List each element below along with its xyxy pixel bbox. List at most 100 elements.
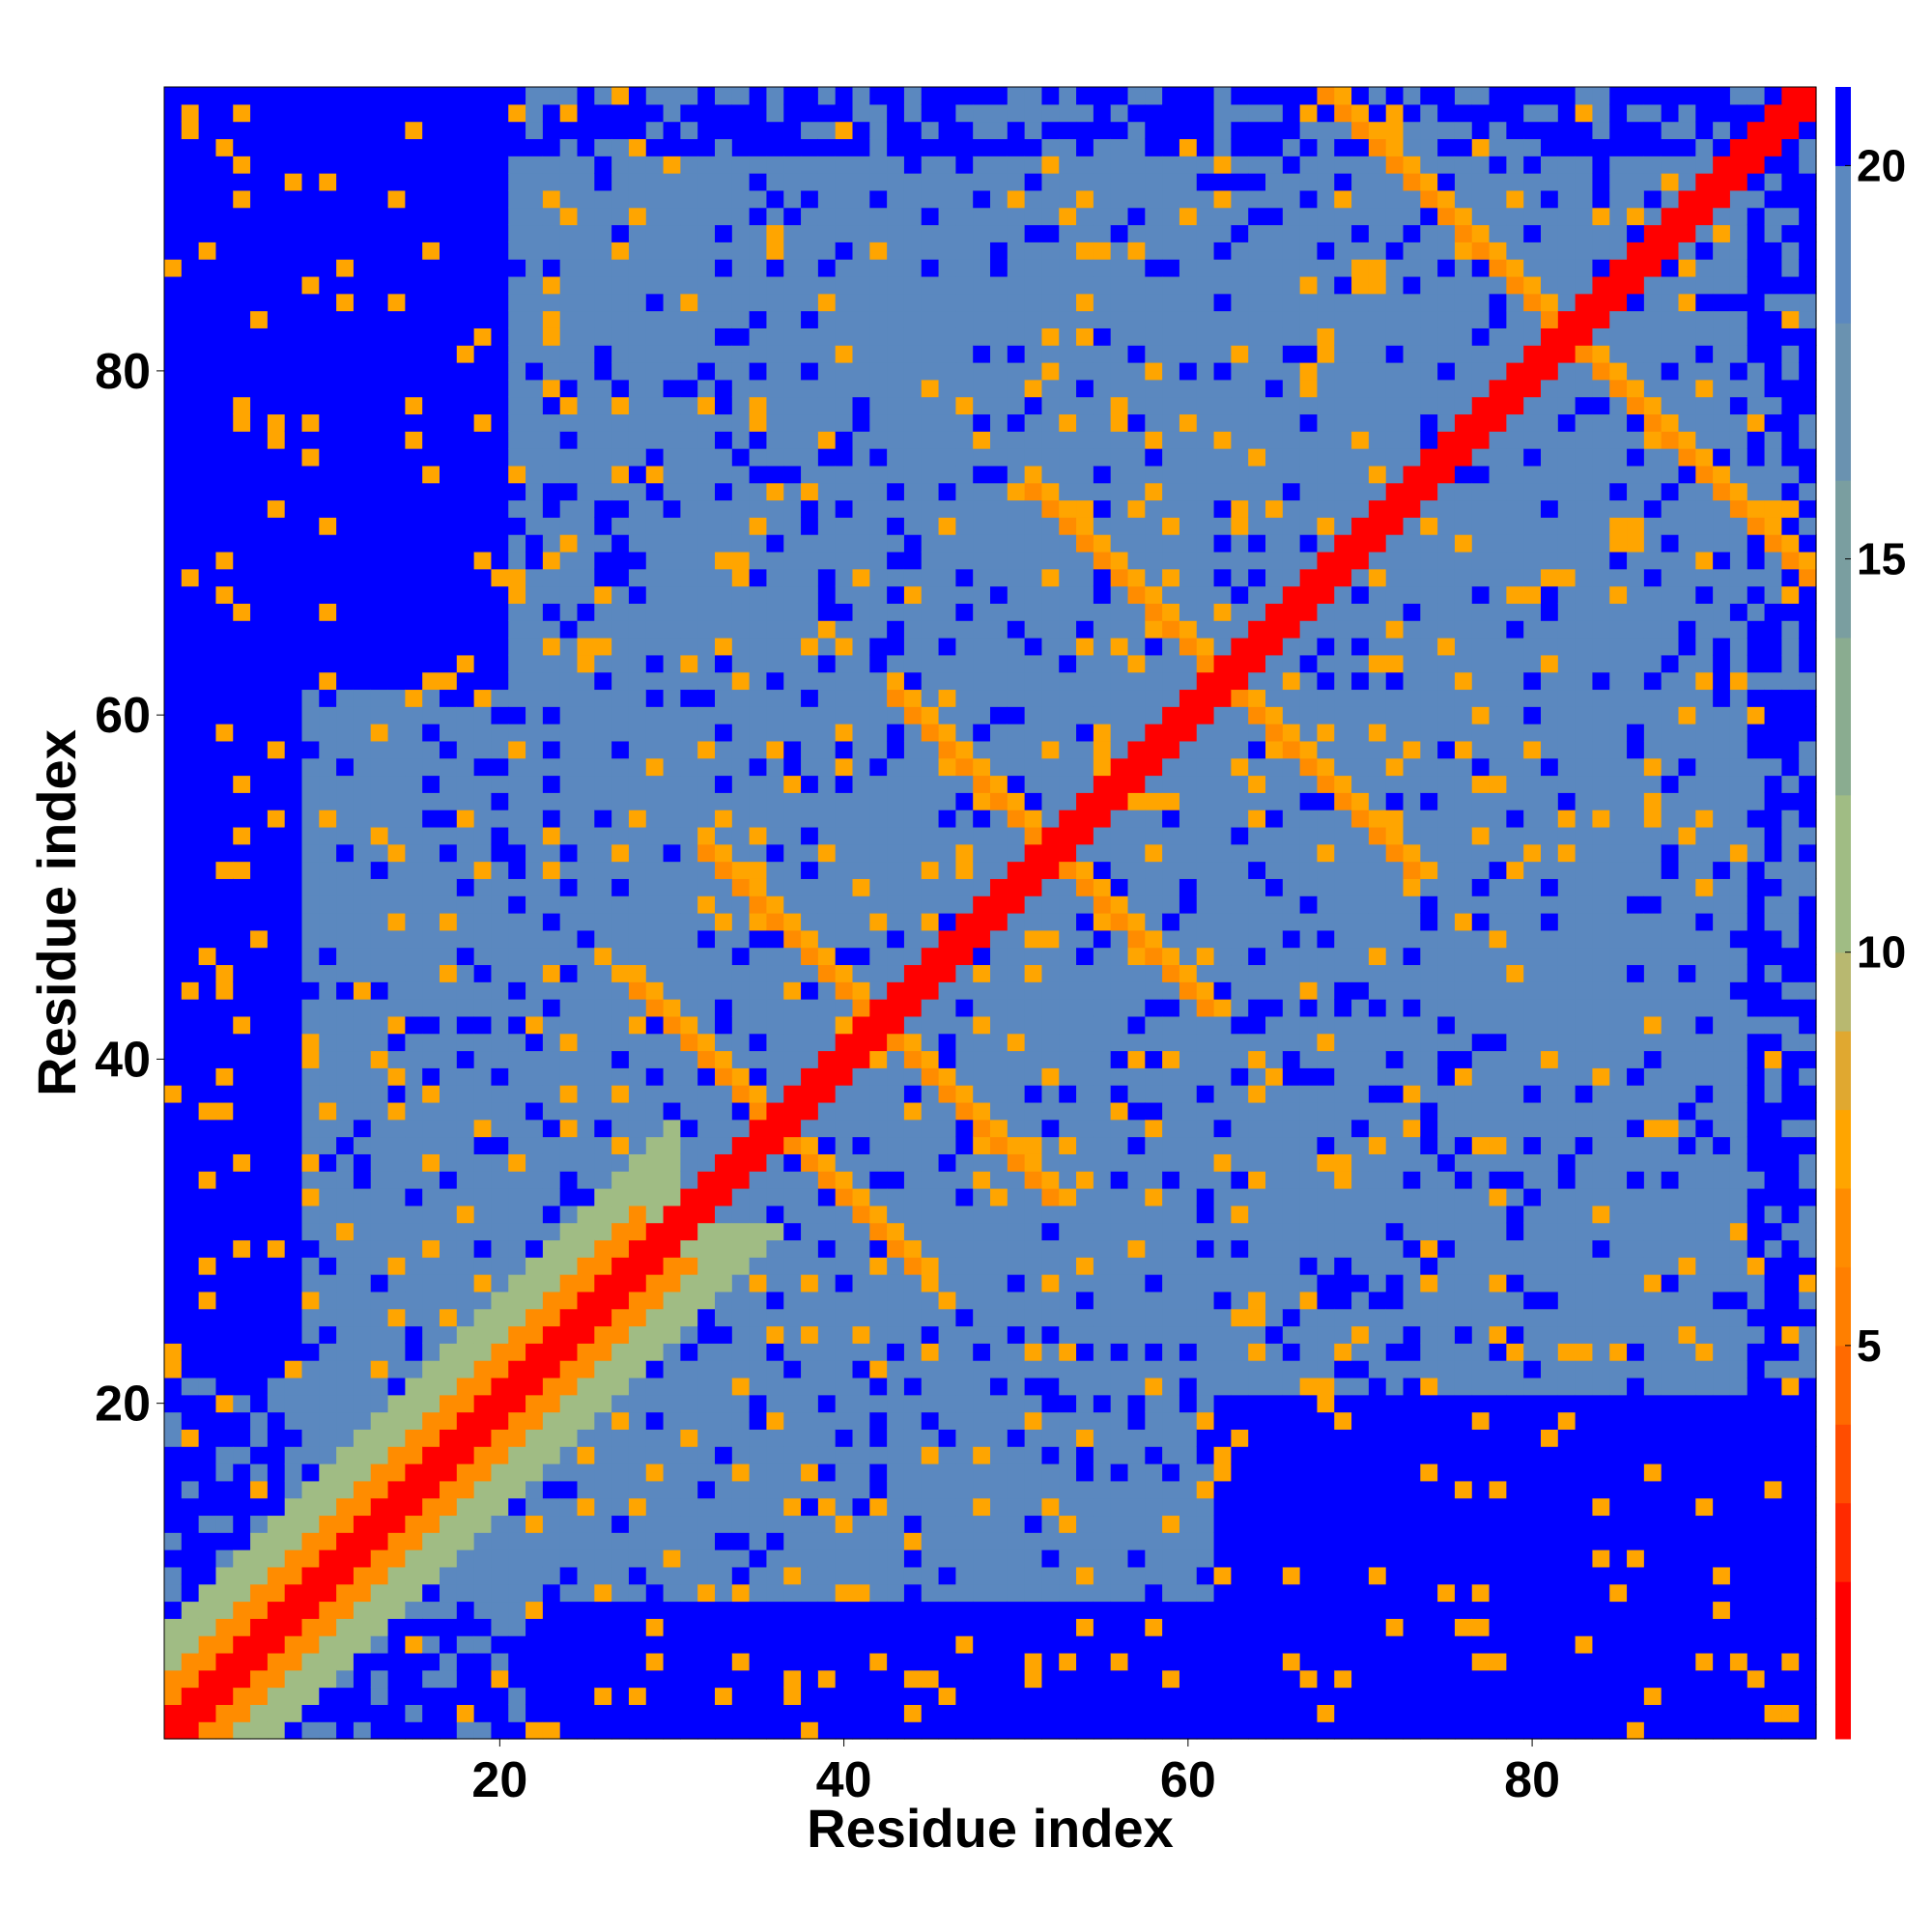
heatmap-cell	[594, 1549, 612, 1568]
heatmap-cell	[336, 1429, 355, 1447]
heatmap-cell	[198, 87, 217, 105]
heatmap-cell	[1041, 1291, 1060, 1310]
heatmap-cell	[1041, 1136, 1060, 1154]
heatmap-cell	[731, 173, 751, 191]
heatmap-cell	[852, 259, 870, 277]
heatmap-cell	[215, 396, 234, 415]
heatmap-cell	[663, 1136, 681, 1154]
heatmap-cell	[508, 792, 526, 810]
heatmap-cell	[198, 1119, 217, 1138]
heatmap-cell	[852, 1669, 870, 1689]
heatmap-cell	[663, 1411, 681, 1430]
heatmap-cell	[267, 1652, 286, 1671]
heatmap-cell	[801, 1222, 819, 1241]
heatmap-cell	[887, 1067, 905, 1086]
heatmap-cell	[370, 1222, 389, 1241]
heatmap-cell	[405, 1136, 423, 1154]
heatmap-cell	[731, 1085, 751, 1103]
heatmap-cell	[233, 1033, 251, 1052]
heatmap-cell	[233, 929, 251, 949]
heatmap-cell	[680, 1618, 698, 1636]
heatmap-cell	[215, 585, 234, 604]
heatmap-cell	[938, 1015, 956, 1035]
heatmap-cell	[233, 981, 251, 1000]
heatmap-cell	[181, 499, 200, 518]
heatmap-cell	[508, 895, 526, 914]
heatmap-cell	[887, 826, 905, 845]
heatmap-cell	[852, 1618, 870, 1636]
heatmap-cell	[370, 1308, 389, 1327]
heatmap-cell	[990, 413, 1009, 432]
heatmap-cell	[508, 551, 526, 570]
heatmap-cell	[422, 620, 440, 639]
heatmap-cell	[577, 396, 595, 415]
heatmap-cell	[715, 1601, 733, 1619]
heatmap-cell	[319, 87, 337, 105]
heatmap-cell	[542, 603, 561, 621]
heatmap-cell	[526, 1429, 544, 1447]
heatmap-cell	[336, 1171, 355, 1189]
heatmap-cell	[680, 465, 698, 484]
heatmap-cell	[336, 757, 355, 777]
heatmap-cell	[542, 1515, 561, 1533]
heatmap-cell	[731, 1101, 751, 1121]
heatmap-cell	[990, 929, 1009, 949]
heatmap-cell	[990, 1463, 1009, 1482]
heatmap-cell	[663, 1635, 681, 1654]
heatmap-cell	[301, 1274, 320, 1293]
heatmap-cell	[301, 1085, 320, 1103]
heatmap-cell	[835, 551, 854, 570]
heatmap-cell	[801, 878, 819, 896]
heatmap-cell	[491, 1119, 509, 1138]
heatmap-cell	[198, 1411, 217, 1430]
heatmap-cell	[508, 87, 526, 105]
heatmap-cell	[955, 1669, 974, 1689]
heatmap-cell	[938, 929, 956, 949]
heatmap-cell	[749, 224, 768, 242]
heatmap-cell	[440, 1429, 458, 1447]
heatmap-cell	[284, 1394, 303, 1413]
heatmap-cell	[250, 1394, 269, 1413]
heatmap-cell	[835, 724, 854, 742]
heatmap-cell	[387, 895, 406, 914]
heatmap-cell	[387, 1050, 406, 1068]
heatmap-cell	[697, 1601, 716, 1619]
heatmap-cell	[405, 1618, 423, 1636]
heatmap-cell	[526, 293, 544, 312]
heatmap-cell	[456, 1497, 475, 1517]
heatmap-cell	[542, 1618, 561, 1636]
heatmap-cell	[869, 327, 888, 346]
heatmap-cell	[422, 1119, 440, 1138]
heatmap-cell	[215, 1171, 234, 1189]
heatmap-cell	[473, 1085, 493, 1103]
heatmap-cell	[594, 999, 612, 1017]
heatmap-cell	[887, 1050, 905, 1068]
heatmap-cell	[783, 1618, 802, 1636]
heatmap-cell	[938, 396, 956, 415]
heatmap-cell	[766, 913, 784, 931]
heatmap-cell	[715, 724, 733, 742]
heatmap-cell	[1007, 1015, 1026, 1035]
heatmap-cell	[542, 431, 561, 449]
heatmap-cell	[938, 620, 956, 639]
heatmap-cell	[198, 1583, 217, 1603]
heatmap-cell	[921, 1136, 940, 1154]
heatmap-cell	[852, 671, 870, 691]
heatmap-cell	[542, 242, 561, 260]
heatmap-cell	[440, 603, 458, 621]
heatmap-cell	[405, 173, 423, 191]
heatmap-cell	[559, 1119, 579, 1138]
heatmap-cell	[440, 242, 458, 260]
heatmap-cell	[422, 1360, 440, 1378]
heatmap-cell	[233, 189, 251, 209]
heatmap-cell	[198, 156, 217, 174]
heatmap-cell	[766, 757, 784, 777]
heatmap-cell	[663, 792, 681, 810]
heatmap-cell	[903, 1618, 923, 1636]
heatmap-cell	[559, 189, 579, 209]
heatmap-cell	[628, 1669, 647, 1689]
heatmap-cell	[336, 396, 355, 415]
heatmap-cell	[973, 1583, 991, 1603]
heatmap-cell	[990, 242, 1009, 260]
heatmap-cell	[766, 1446, 784, 1464]
